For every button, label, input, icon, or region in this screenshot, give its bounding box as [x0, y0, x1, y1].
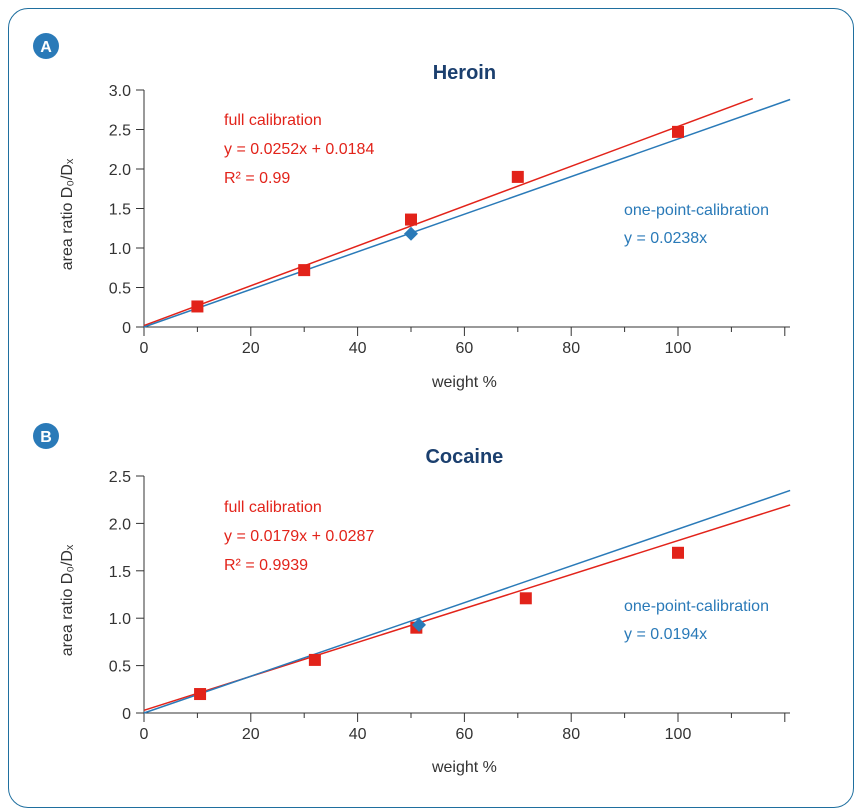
y-tick-label: 0.5: [109, 659, 131, 676]
x-tick-label: 40: [349, 340, 367, 357]
y-tick-label: 0.5: [109, 281, 131, 298]
y-tick-label: 0: [122, 706, 131, 723]
full-calibration-point: [519, 592, 532, 605]
x-tick-label: 100: [665, 340, 692, 357]
figure-frame: [8, 8, 854, 808]
y-tick-label: 2.0: [109, 162, 131, 179]
full-calibration-point: [194, 688, 207, 701]
x-tick-label: 60: [456, 726, 474, 743]
chart-title: Cocaine: [425, 446, 503, 468]
full-calibration-point: [191, 300, 204, 313]
panel-badge-label: A: [40, 39, 52, 56]
y-tick-label: 0: [122, 320, 131, 337]
x-tick-label: 100: [665, 726, 692, 743]
y-tick-label: 1.0: [109, 611, 131, 628]
full-calibration-annotation: R² = 0.9939: [224, 557, 308, 574]
x-axis-label: weight %: [431, 374, 497, 391]
x-axis-label: weight %: [431, 759, 497, 776]
panel-badge-label: B: [40, 429, 52, 446]
one-point-calibration-annotation: y = 0.0238x: [624, 230, 707, 247]
x-tick-label: 40: [349, 726, 367, 743]
x-tick-label: 60: [456, 340, 474, 357]
x-tick-label: 80: [562, 726, 580, 743]
y-tick-label: 2.0: [109, 516, 131, 533]
x-tick-label: 0: [140, 726, 149, 743]
one-point-calibration-line: [143, 489, 791, 714]
full-calibration-point: [308, 653, 321, 666]
y-tick-label: 3.0: [109, 83, 131, 100]
panel-badge-B: [33, 423, 59, 449]
panel-badge-A: [33, 33, 59, 59]
one-point-calibration-annotation: one-point-calibration: [624, 202, 769, 219]
full-calibration-point: [672, 125, 684, 138]
y-tick-label: 1.5: [109, 202, 131, 219]
full-calibration-annotation: full calibration: [224, 499, 322, 516]
y-tick-label: 1.5: [109, 564, 131, 581]
one-point-calibration-point: [412, 617, 427, 632]
y-axis-label: area ratio D₀/Dₓ: [59, 158, 76, 270]
full-calibration-annotation: full calibration: [224, 112, 322, 129]
y-axis-label: area ratio D₀/Dₓ: [59, 544, 76, 656]
one-point-calibration-point: [404, 226, 418, 241]
full-calibration-annotation: R² = 0.99: [224, 170, 290, 187]
x-tick-label: 20: [242, 340, 260, 357]
one-point-calibration-annotation: y = 0.0194x: [624, 626, 707, 643]
full-calibration-fit-line: [143, 97, 754, 327]
full-calibration-point: [298, 264, 311, 277]
full-calibration-point: [672, 546, 684, 559]
full-calibration-point: [511, 170, 524, 183]
full-calibration-annotation: y = 0.0179x + 0.0287: [224, 528, 374, 545]
full-calibration-point: [405, 213, 417, 226]
x-tick-label: 0: [140, 340, 149, 357]
x-tick-label: 80: [562, 340, 580, 357]
full-calibration-annotation: y = 0.0252x + 0.0184: [224, 141, 374, 158]
y-tick-label: 2.5: [109, 123, 131, 140]
y-tick-label: 1.0: [109, 241, 131, 258]
calibration-charts: A Heroin 0 0.5 1.0 1.5 2.0 2.5 3.0 0 20 40 60 80 100 we…: [33, 33, 791, 776]
y-tick-label: 2.5: [109, 469, 131, 486]
x-tick-label: 20: [242, 726, 260, 743]
one-point-calibration-annotation: one-point-calibration: [624, 598, 769, 615]
chart-title: Heroin: [433, 62, 496, 84]
